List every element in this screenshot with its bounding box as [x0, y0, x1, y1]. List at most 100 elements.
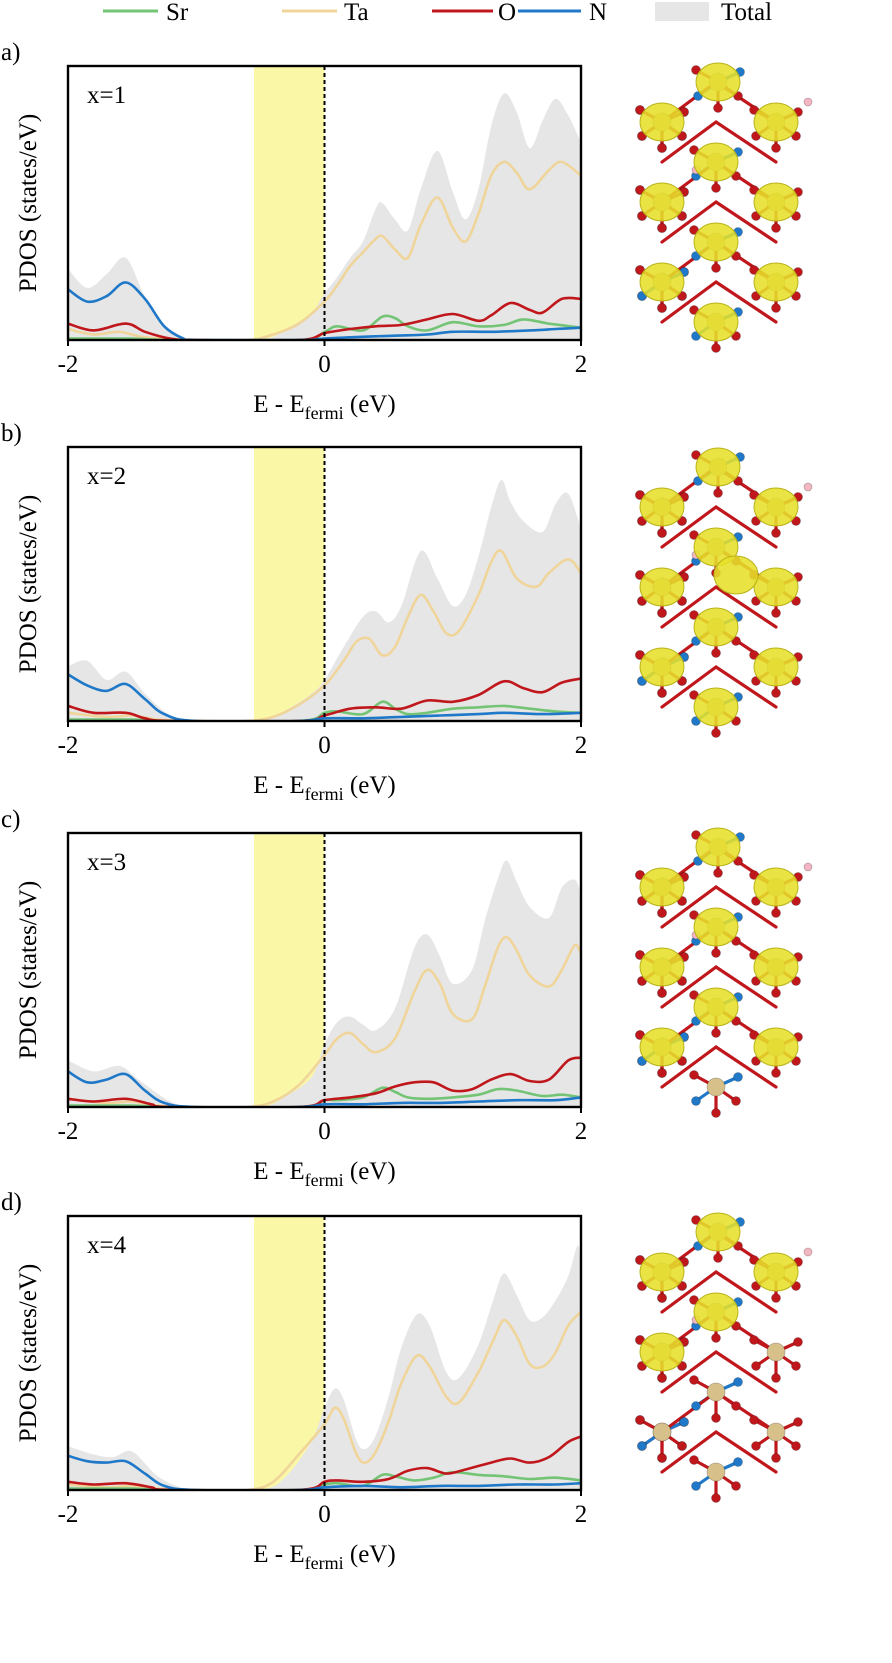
- oxygen-atom: [771, 1068, 781, 1078]
- panel-letter: a): [1, 39, 20, 66]
- oxygen-atom: [771, 1453, 781, 1463]
- x-axis-label: E - Efermi (eV): [253, 1158, 395, 1190]
- isosurface-lobe: [693, 687, 739, 727]
- y-axis-label: PDOS (states/eV): [15, 881, 42, 1059]
- anion-atom: [751, 1441, 761, 1451]
- pdos-panel-4: -2 0 2 E - Efermi (eV) PDOS (states/eV) d) x=4: [1, 1189, 587, 1573]
- legend: Sr Ta O N Total: [103, 0, 772, 26]
- y-axis-label: PDOS (states/eV): [15, 495, 42, 673]
- oxygen-atom: [713, 868, 723, 878]
- anion-atom: [793, 1417, 803, 1427]
- oxygen-atom: [791, 1361, 801, 1371]
- legend-entry-ta: Ta: [282, 0, 369, 26]
- legend-entry-n: N: [518, 0, 607, 26]
- oxygen-atom: [771, 988, 781, 998]
- oxygen-atom: [711, 343, 721, 353]
- tantalum-atom: [766, 1422, 786, 1442]
- series-total-area: [68, 93, 581, 340]
- bond: [660, 665, 718, 709]
- tantalum-atom: [706, 1077, 726, 1097]
- bond: [660, 885, 718, 929]
- x-tick-label: -2: [58, 351, 79, 378]
- hydrogen-atom: [803, 482, 813, 492]
- oxygen-atom: [711, 1108, 721, 1118]
- isosurface-lobe: [693, 1292, 739, 1332]
- bond: [660, 280, 718, 324]
- plot-area-3: [68, 833, 581, 1107]
- legend-entry-sr: Sr: [103, 0, 189, 26]
- crystal-structures: [635, 62, 813, 1503]
- isosurface-lobe: [639, 867, 685, 907]
- oxygen-atom: [749, 1415, 759, 1425]
- bond: [714, 280, 778, 324]
- anion-atom: [793, 1337, 803, 1347]
- series-o-line: [68, 1056, 581, 1107]
- bond: [714, 1390, 778, 1434]
- anion-atom: [691, 1096, 701, 1106]
- isosurface-lobe: [695, 1212, 741, 1252]
- series-ta-line: [68, 160, 581, 340]
- oxygen-atom: [657, 608, 667, 618]
- oxygen-atom: [771, 1293, 781, 1303]
- bond: [714, 965, 778, 1009]
- legend-label-n: N: [589, 0, 607, 26]
- series-total-area: [68, 479, 581, 721]
- isosurface-lobe: [693, 222, 739, 262]
- isosurface-lobe: [693, 607, 739, 647]
- series-sr-line: [68, 1086, 581, 1107]
- plot-area-2: [68, 447, 581, 721]
- series-sr-line: [68, 1470, 581, 1490]
- oxygen-atom: [749, 1335, 759, 1345]
- oxygen-atom: [657, 908, 667, 918]
- hydrogen-atom: [803, 97, 813, 107]
- series-ta-line: [68, 1310, 581, 1490]
- tantalum-atom: [706, 1382, 726, 1402]
- oxygen-atom: [657, 1068, 667, 1078]
- legend-label-ta: Ta: [344, 0, 369, 26]
- pdos-panel-2: -2 0 2 E - Efermi (eV) PDOS (states/eV) b) x=2: [1, 420, 587, 804]
- oxygen-atom: [657, 988, 667, 998]
- oxygen-atom: [657, 303, 667, 313]
- anion-atom: [691, 1481, 701, 1491]
- oxygen-atom: [657, 1373, 667, 1383]
- oxygen-atom: [689, 1070, 699, 1080]
- isosurface-lobe: [639, 1252, 685, 1292]
- oxygen-atom: [635, 1415, 645, 1425]
- tantalum-atom: [706, 1462, 726, 1482]
- oxygen-atom: [711, 1333, 721, 1343]
- bond: [660, 1430, 718, 1474]
- anion-atom: [733, 1457, 743, 1467]
- bond: [660, 120, 718, 164]
- isosurface-lobe: [639, 182, 685, 222]
- gap-highlight: [253, 66, 325, 340]
- gap-highlight: [253, 447, 325, 721]
- bond: [660, 585, 718, 629]
- isosurface-lobe: [753, 647, 799, 687]
- bond: [714, 885, 778, 929]
- panel-letter: c): [1, 806, 20, 833]
- legend-label-total: Total: [721, 0, 772, 26]
- isosurface-lobe: [753, 182, 799, 222]
- x-axis-label: E - Efermi (eV): [253, 772, 395, 804]
- plot-area-1: [68, 66, 581, 340]
- oxygen-atom: [713, 103, 723, 113]
- isosurface-lobe: [695, 447, 741, 487]
- oxygen-atom: [711, 728, 721, 738]
- y-axis-label: PDOS (states/eV): [15, 1264, 42, 1442]
- anion-atom: [733, 1072, 743, 1082]
- legend-label-sr: Sr: [166, 0, 189, 26]
- gap-highlight: [253, 833, 325, 1107]
- panel-letter: b): [1, 420, 22, 447]
- oxygen-atom: [771, 1373, 781, 1383]
- x-tick-label: 2: [575, 1118, 588, 1145]
- oxygen-atom: [771, 908, 781, 918]
- isosurface-lobe: [639, 487, 685, 527]
- series-total-area: [68, 1245, 581, 1490]
- bond: [660, 965, 718, 1009]
- bond: [714, 585, 778, 629]
- isosurface-lobe: [753, 262, 799, 302]
- anion-atom: [691, 1401, 701, 1411]
- panel-annotation: x=1: [87, 82, 126, 109]
- bond: [714, 1270, 778, 1314]
